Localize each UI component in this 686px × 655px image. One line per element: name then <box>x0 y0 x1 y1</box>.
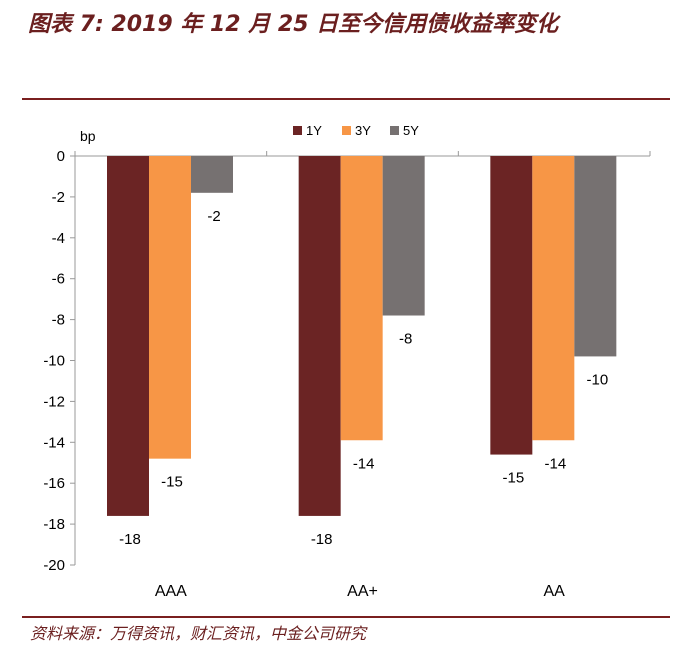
bar-3Y-AAA <box>149 156 191 459</box>
y-tick-label: -20 <box>43 557 65 574</box>
y-tick-label: -12 <box>43 393 65 410</box>
bar-1Y-AA <box>490 156 533 455</box>
y-tick-label: -10 <box>43 353 65 370</box>
legend-label-5Y: 5Y <box>403 123 419 138</box>
legend-label-3Y: 3Y <box>355 123 371 138</box>
bar-5Y-AA <box>574 156 617 357</box>
bar-3Y-AA <box>532 156 575 441</box>
y-tick-label: 0 <box>57 148 65 165</box>
bar-1Y-AAA <box>107 156 149 516</box>
y-tick-label: -18 <box>43 516 65 533</box>
bar-5Y-AA+ <box>382 156 425 316</box>
chart-title: 图表 7: 2019 年 12 月 25 日至今信用债收益率变化 <box>28 12 559 37</box>
category-label-AAA: AAA <box>155 583 187 600</box>
source-note: 资料来源：万得资讯，财汇资讯，中金公司研究 <box>30 624 367 643</box>
y-tick-label: -4 <box>52 230 65 247</box>
y-tick-label: -8 <box>52 312 65 329</box>
legend-label-1Y: 1Y <box>306 123 322 138</box>
legend-swatch-1Y <box>293 126 302 135</box>
category-label-AA+: AA+ <box>347 583 378 600</box>
bar-5Y-AAA <box>191 156 233 193</box>
data-label-1Y-AA: -15 <box>502 470 524 487</box>
source-rule <box>22 616 670 618</box>
data-label-3Y-AAA: -15 <box>161 474 183 491</box>
y-tick-label: -16 <box>43 475 65 492</box>
title-rule <box>22 98 670 100</box>
category-label-AA: AA <box>543 583 565 600</box>
y-axis-label: bp <box>80 128 96 144</box>
data-label-5Y-AA: -10 <box>586 371 608 388</box>
y-tick-label: -2 <box>52 189 65 206</box>
data-label-3Y-AA: -14 <box>544 455 566 472</box>
bar-3Y-AA+ <box>340 156 383 441</box>
data-label-1Y-AA+: -18 <box>311 531 333 548</box>
data-label-5Y-AA+: -8 <box>399 331 412 348</box>
data-label-3Y-AA+: -14 <box>353 455 375 472</box>
bar-1Y-AA+ <box>298 156 341 516</box>
data-label-5Y-AAA: -2 <box>207 208 220 225</box>
y-tick-label: -14 <box>43 434 65 451</box>
y-tick-label: -6 <box>52 271 65 288</box>
legend-swatch-5Y <box>390 126 399 135</box>
data-label-1Y-AAA: -18 <box>119 531 141 548</box>
legend-swatch-3Y <box>342 126 351 135</box>
